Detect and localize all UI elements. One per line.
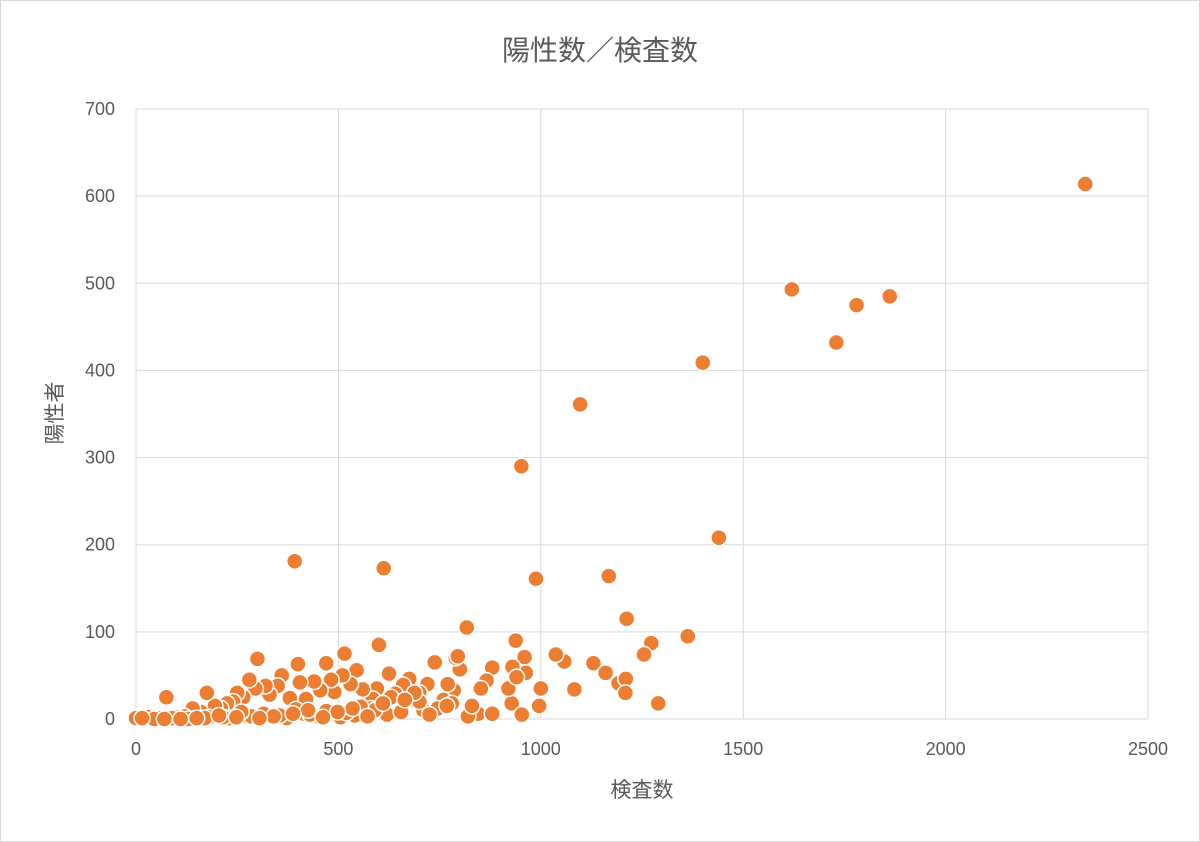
data-point [635, 645, 653, 664]
data-point [678, 627, 697, 645]
data-point [1076, 175, 1095, 193]
data-point [457, 618, 476, 637]
data-point [483, 705, 501, 723]
data-point [155, 710, 174, 728]
data-point [187, 709, 206, 727]
data-point [314, 708, 332, 727]
data-points [127, 175, 1095, 728]
data-point [596, 664, 615, 682]
data-point [530, 697, 548, 715]
data-point [210, 706, 228, 725]
data-point [133, 709, 151, 727]
data-point [880, 287, 899, 306]
data-point [571, 395, 589, 414]
data-point [527, 569, 545, 588]
data-point [584, 654, 603, 672]
y-tick-label: 400 [85, 360, 115, 380]
data-point [513, 705, 531, 724]
x-axis-title: 検査数 [611, 778, 674, 802]
data-point [284, 705, 302, 723]
data-point [396, 691, 414, 709]
data-point [374, 559, 393, 577]
data-point [358, 707, 377, 726]
data-point [322, 671, 340, 689]
data-point [285, 552, 304, 571]
data-point [617, 610, 636, 628]
data-point [438, 697, 456, 715]
data-point [198, 684, 216, 702]
data-point [783, 280, 801, 299]
data-point [472, 679, 490, 698]
x-tick-label: 2500 [1128, 739, 1168, 759]
data-point [507, 668, 526, 686]
data-point [616, 684, 635, 702]
data-point [463, 697, 481, 715]
x-tick-label: 2000 [926, 739, 966, 759]
data-point [827, 333, 846, 352]
data-point [317, 654, 336, 672]
data-point [171, 710, 190, 728]
data-point [532, 679, 550, 698]
data-point [240, 671, 259, 689]
data-point [291, 673, 309, 692]
data-point [506, 631, 525, 650]
y-tick-label: 600 [85, 186, 115, 206]
y-tick-label: 300 [85, 448, 115, 468]
data-point [420, 705, 439, 724]
data-point [565, 680, 584, 699]
data-point [370, 636, 388, 654]
data-point [289, 655, 307, 673]
data-point [449, 647, 467, 666]
chart-title: 陽性数／検査数 [502, 34, 698, 67]
data-point [380, 664, 398, 683]
data-point [425, 653, 444, 672]
data-point [299, 701, 317, 720]
y-tick-label: 100 [85, 622, 115, 642]
y-tick-label: 200 [85, 535, 115, 555]
data-point [250, 709, 269, 727]
data-point [693, 353, 712, 372]
x-axis-tick-labels: 0 500 1000 1500 2000 2500 [131, 739, 1168, 759]
data-point [600, 567, 618, 585]
y-tick-label: 700 [85, 99, 115, 119]
data-point [374, 694, 392, 713]
data-point [328, 703, 347, 721]
x-tick-label: 0 [131, 739, 141, 759]
data-point [512, 457, 531, 476]
data-point [343, 699, 362, 718]
gridlines [135, 108, 1149, 720]
y-tick-label: 0 [105, 709, 115, 729]
data-point [335, 644, 354, 663]
data-point [847, 296, 866, 314]
x-tick-label: 500 [323, 739, 353, 759]
data-point [227, 708, 246, 727]
data-point [710, 528, 728, 547]
x-tick-label: 1500 [723, 739, 763, 759]
y-tick-label: 500 [85, 273, 115, 293]
data-point [248, 650, 267, 668]
x-tick-label: 1000 [521, 739, 561, 759]
y-axis-tick-labels: 0 100 200 300 400 500 600 700 [85, 99, 115, 729]
data-point [438, 675, 457, 693]
data-point [547, 645, 565, 664]
data-point [157, 688, 176, 706]
y-axis-title: 陽性者 [43, 382, 67, 445]
data-point [649, 694, 667, 713]
